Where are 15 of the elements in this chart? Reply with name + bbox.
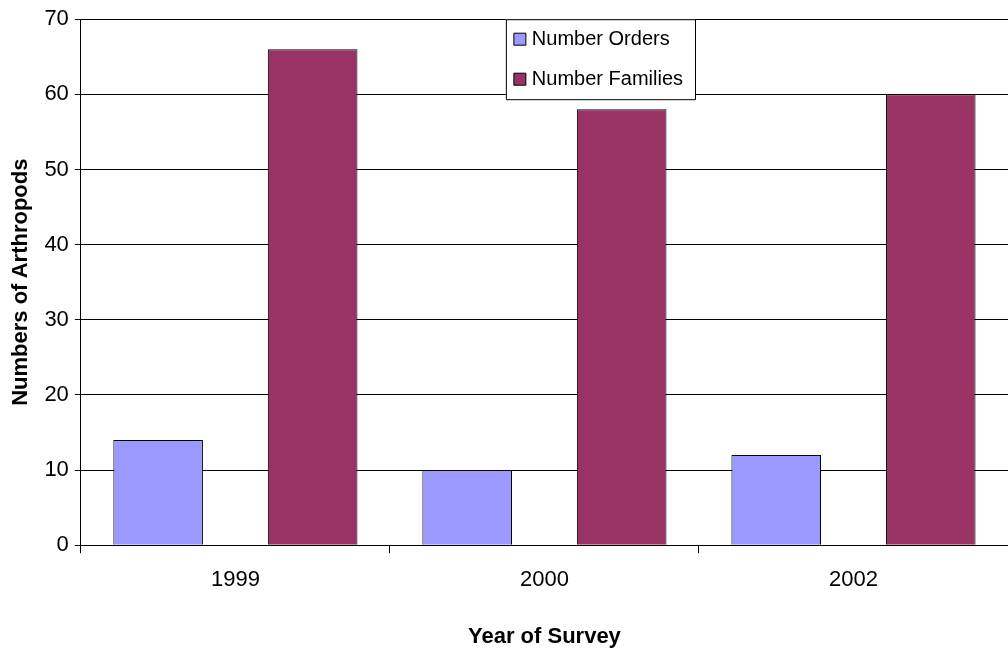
legend-label: Number Families (531, 66, 684, 89)
y-tick-label: 30 (44, 305, 69, 331)
y-tick-label: 60 (44, 80, 69, 106)
x-axis-title: Year of Survey (468, 622, 622, 648)
x-tick-label: 1999 (210, 566, 260, 592)
y-tick-label: 70 (44, 5, 69, 31)
y-axis-title: Numbers of Arthropods (7, 158, 33, 406)
x-tick-label: 2002 (829, 566, 878, 592)
x-tick-label: 2000 (519, 566, 569, 592)
legend-label: Number Orders (531, 26, 670, 49)
y-tick-label: 10 (44, 456, 69, 482)
y-tick-label: 40 (44, 230, 69, 256)
y-tick-label: 20 (44, 380, 69, 406)
y-tick-label: 0 (56, 531, 69, 557)
y-tick-label: 50 (44, 155, 69, 181)
